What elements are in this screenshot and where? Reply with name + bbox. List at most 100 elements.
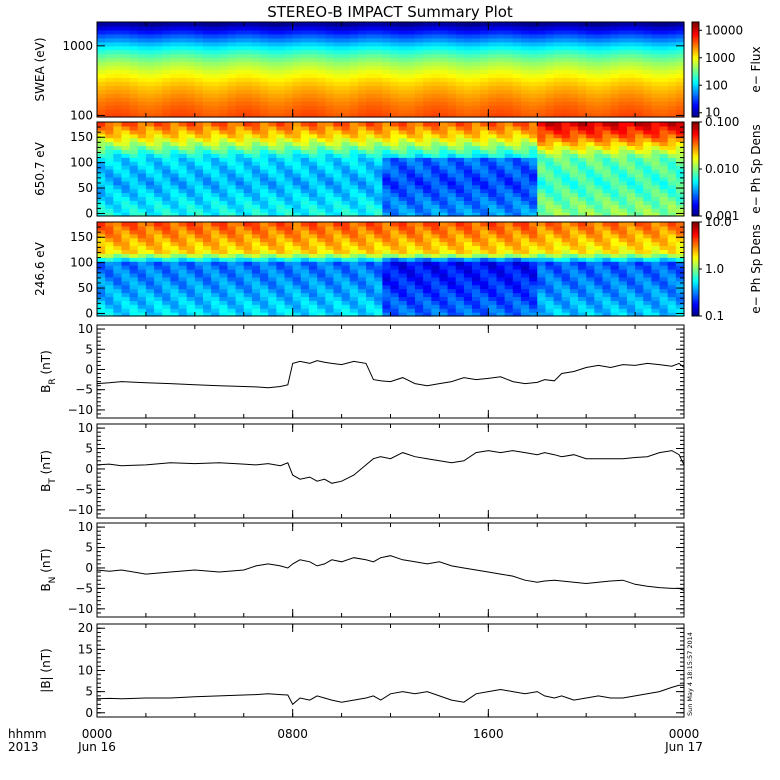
heatmap-cell <box>202 212 212 217</box>
heatmap-cell <box>626 73 636 79</box>
heatmap-cell <box>162 180 171 186</box>
heatmap-cell <box>366 300 375 305</box>
heatmap-cell <box>463 22 473 27</box>
heatmap-cell <box>300 33 310 39</box>
heatmap-cell <box>610 308 620 313</box>
heatmap-cell <box>292 212 302 217</box>
heatmap-cell <box>292 292 302 298</box>
heatmap-cell <box>317 137 326 143</box>
heatmap-cell <box>235 172 245 178</box>
heatmap-cell <box>137 204 147 209</box>
heatmap-cell <box>113 280 123 286</box>
heatmap-cell <box>447 196 457 201</box>
heatmap-cell <box>308 53 318 59</box>
heatmap-cell <box>447 137 457 143</box>
heatmap-cell <box>602 192 612 198</box>
heatmap-cell <box>243 129 253 135</box>
heatmap-cell <box>211 200 220 205</box>
heatmap-cell <box>578 253 587 258</box>
heatmap-cell <box>439 101 449 106</box>
heatmap-cell <box>659 200 669 205</box>
heatmap-cell <box>447 169 457 174</box>
heatmap-cell <box>292 45 302 51</box>
heatmap-cell <box>561 93 571 98</box>
heatmap-cell <box>431 269 441 274</box>
heatmap-cell <box>675 253 685 258</box>
heatmap-cell <box>211 37 220 43</box>
heatmap-cell <box>276 276 286 282</box>
heatmap-cell <box>357 169 367 174</box>
heatmap-cell <box>643 153 652 158</box>
heatmap-cell <box>480 49 489 55</box>
heatmap-cell <box>423 253 432 258</box>
heatmap-cell <box>251 284 261 290</box>
heatmap-cell <box>594 25 604 31</box>
heatmap-cell <box>382 304 392 309</box>
heatmap-cell <box>447 149 457 154</box>
heatmap-cell <box>308 249 318 254</box>
heatmap-cell <box>162 113 171 118</box>
heatmap-cell <box>317 97 326 102</box>
heatmap-cell <box>675 109 685 114</box>
heatmap-cell <box>121 308 131 313</box>
heatmap-cell <box>675 157 685 162</box>
heatmap-cell <box>472 137 481 143</box>
colorbar-tick-label: 10 <box>705 106 720 120</box>
heatmap-cell <box>414 184 424 190</box>
heatmap-cell <box>333 188 343 194</box>
heatmap-cell <box>341 105 351 110</box>
heatmap-cell <box>129 45 139 51</box>
heatmap-cell <box>512 149 522 154</box>
heatmap-cell <box>162 53 171 59</box>
heatmap-cell <box>512 204 522 209</box>
heatmap-cell <box>537 45 546 51</box>
heatmap-cell <box>251 265 261 270</box>
heatmap-cell <box>284 41 294 47</box>
heatmap-cell <box>586 269 595 274</box>
heatmap-cell <box>390 284 400 290</box>
heatmap-cell <box>455 208 465 213</box>
heatmap-cell <box>145 176 155 182</box>
heatmap-cell <box>243 49 253 55</box>
heatmap-cell <box>594 37 604 43</box>
heatmap-cell <box>284 176 294 182</box>
heatmap-cell <box>284 265 294 270</box>
heatmap-cell <box>137 308 147 313</box>
heatmap-cell <box>235 204 245 209</box>
heatmap-cell <box>325 184 335 190</box>
heatmap-cell <box>105 33 114 39</box>
heatmap-cell <box>97 253 106 258</box>
heatmap-cell <box>602 304 612 309</box>
heatmap-cell <box>537 204 546 209</box>
heatmap-cell <box>178 57 188 63</box>
heatmap-cell <box>504 85 514 90</box>
heatmap-cell <box>439 53 449 59</box>
heatmap-cell <box>496 261 506 266</box>
heatmap-cell <box>439 192 449 198</box>
heatmap-cell <box>447 93 457 98</box>
heatmap-cell <box>520 272 530 278</box>
heatmap-cell <box>610 61 620 67</box>
heatmap-cell <box>308 105 318 110</box>
heatmap-cell <box>390 300 400 305</box>
heatmap-cell <box>186 180 196 186</box>
heatmap-cell <box>390 280 400 286</box>
heatmap-cell <box>561 265 571 270</box>
heatmap-cell <box>292 192 302 198</box>
heatmap-cell <box>431 153 441 158</box>
heatmap-cell <box>406 284 416 290</box>
heatmap-cell <box>113 312 123 317</box>
heatmap-cell <box>561 145 571 151</box>
colorbar-segment <box>692 150 699 154</box>
heatmap-cell <box>398 292 408 298</box>
heatmap-cell <box>178 296 188 301</box>
heatmap-cell <box>366 272 375 278</box>
heatmap-cell <box>374 81 383 86</box>
heatmap-cell <box>292 180 302 186</box>
heatmap-cell <box>325 101 335 106</box>
heatmap-cell <box>308 296 318 301</box>
heatmap-cell <box>594 69 604 75</box>
heatmap-cell <box>414 188 424 194</box>
heatmap-cell <box>341 149 351 154</box>
heatmap-cell <box>545 208 555 213</box>
